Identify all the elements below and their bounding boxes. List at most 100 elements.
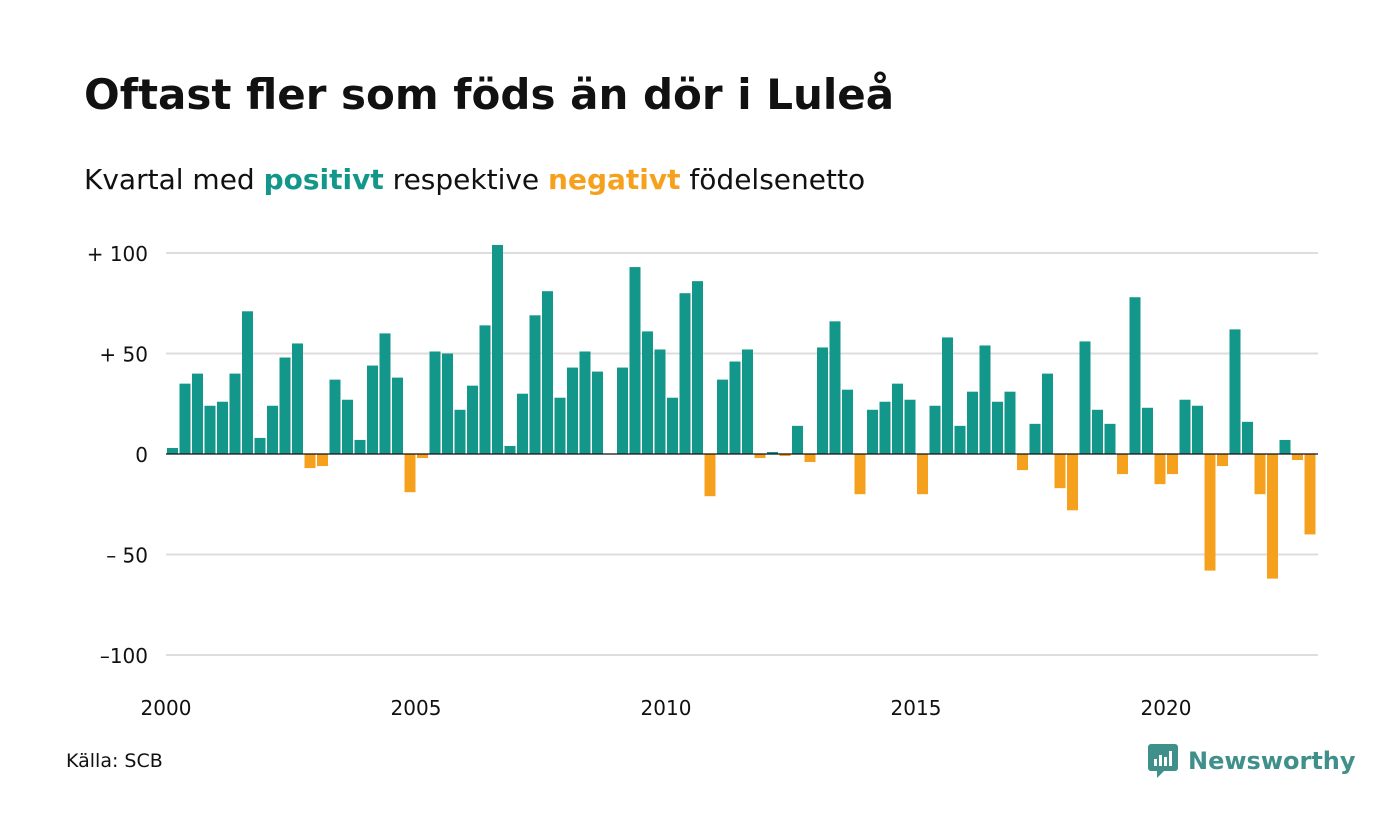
bar (1067, 454, 1078, 511)
bar (629, 267, 641, 454)
bars (167, 244, 1316, 579)
bar (429, 351, 441, 454)
bar (1167, 454, 1178, 475)
bar (842, 389, 853, 454)
bar (867, 409, 878, 454)
bar (404, 454, 416, 493)
y-tick-label: – 50 (106, 544, 148, 568)
y-tick-label: + 100 (87, 242, 148, 266)
x-tick-label: 2000 (141, 696, 192, 720)
bar (554, 397, 566, 454)
bar (479, 325, 491, 454)
source-note: Källa: SCB (66, 750, 163, 772)
bar (754, 454, 766, 459)
bar (517, 393, 528, 454)
bar (354, 439, 366, 454)
bar (942, 337, 953, 454)
bar (542, 291, 553, 454)
bar (454, 409, 466, 454)
chart-title: Oftast fler som föds än dör i Luleå (84, 70, 895, 119)
x-axis-labels: 2000 2005 2010 2015 2020 (141, 696, 1192, 720)
bar (1304, 454, 1316, 535)
bar (179, 383, 191, 454)
bar (192, 373, 203, 454)
bar (792, 425, 803, 454)
bar (392, 377, 403, 454)
bar (717, 379, 728, 454)
bar (1092, 409, 1103, 454)
bar (254, 437, 266, 454)
subtitle-middle: respektive (383, 163, 549, 196)
bar (417, 454, 428, 459)
bar (304, 454, 316, 469)
newsworthy-logo-icon (1148, 744, 1178, 778)
bar (1017, 454, 1028, 471)
bar (1004, 391, 1016, 454)
bar (1104, 423, 1116, 454)
x-tick-label: 2015 (891, 696, 942, 720)
bar (1229, 329, 1241, 454)
bar (567, 367, 578, 454)
chart-subtitle: Kvartal med positivt respektive negativt… (84, 162, 865, 198)
bar (379, 333, 391, 454)
y-tick-label: + 50 (99, 343, 148, 367)
bar (779, 454, 791, 457)
bar (504, 445, 516, 454)
bar (579, 351, 591, 454)
bar (329, 379, 341, 454)
bar (492, 244, 503, 454)
bar (1029, 423, 1041, 454)
bar (904, 399, 916, 454)
x-tick-label: 2005 (391, 696, 442, 720)
bar (442, 353, 453, 454)
bar (829, 321, 841, 454)
bar (917, 454, 928, 495)
subtitle-negative-word: negativt (548, 163, 681, 196)
bar (267, 405, 278, 454)
y-tick-label: –100 (100, 644, 148, 668)
y-tick-label: 0 (135, 443, 148, 467)
bar (817, 347, 828, 454)
subtitle-suffix: födelsenetto (680, 163, 866, 196)
bar (729, 361, 741, 454)
bar (529, 315, 541, 454)
bar (217, 401, 228, 454)
bar (742, 349, 753, 454)
x-tick-label: 2020 (1141, 696, 1192, 720)
x-tick-label: 2010 (641, 696, 692, 720)
bar (242, 311, 253, 454)
bar (1042, 373, 1053, 454)
bar (1142, 407, 1153, 454)
bar (1054, 454, 1066, 489)
bar (229, 373, 241, 454)
bar (767, 451, 778, 454)
bar (1154, 454, 1166, 485)
bar (1179, 399, 1191, 454)
bar (929, 405, 941, 454)
bar (654, 349, 666, 454)
brand-name: Newsworthy (1188, 747, 1356, 775)
bar (292, 343, 303, 454)
brand-logo: Newsworthy (1148, 744, 1356, 778)
bar (854, 454, 866, 495)
bar (1129, 297, 1141, 454)
bar (342, 399, 353, 454)
bar (1267, 454, 1278, 579)
bar (317, 454, 328, 467)
bar (1242, 421, 1253, 454)
bar (1117, 454, 1128, 475)
bar (704, 454, 716, 497)
bar (467, 385, 478, 454)
bar (592, 371, 603, 454)
bar (667, 397, 678, 454)
bar (1254, 454, 1266, 495)
y-axis-labels: + 100 + 50 0 – 50 –100 (87, 242, 148, 668)
bar (204, 405, 216, 454)
bar (367, 365, 378, 454)
bar (879, 401, 891, 454)
bar (954, 425, 966, 454)
bar (279, 357, 291, 454)
bar (804, 454, 816, 463)
bar (1204, 454, 1216, 571)
